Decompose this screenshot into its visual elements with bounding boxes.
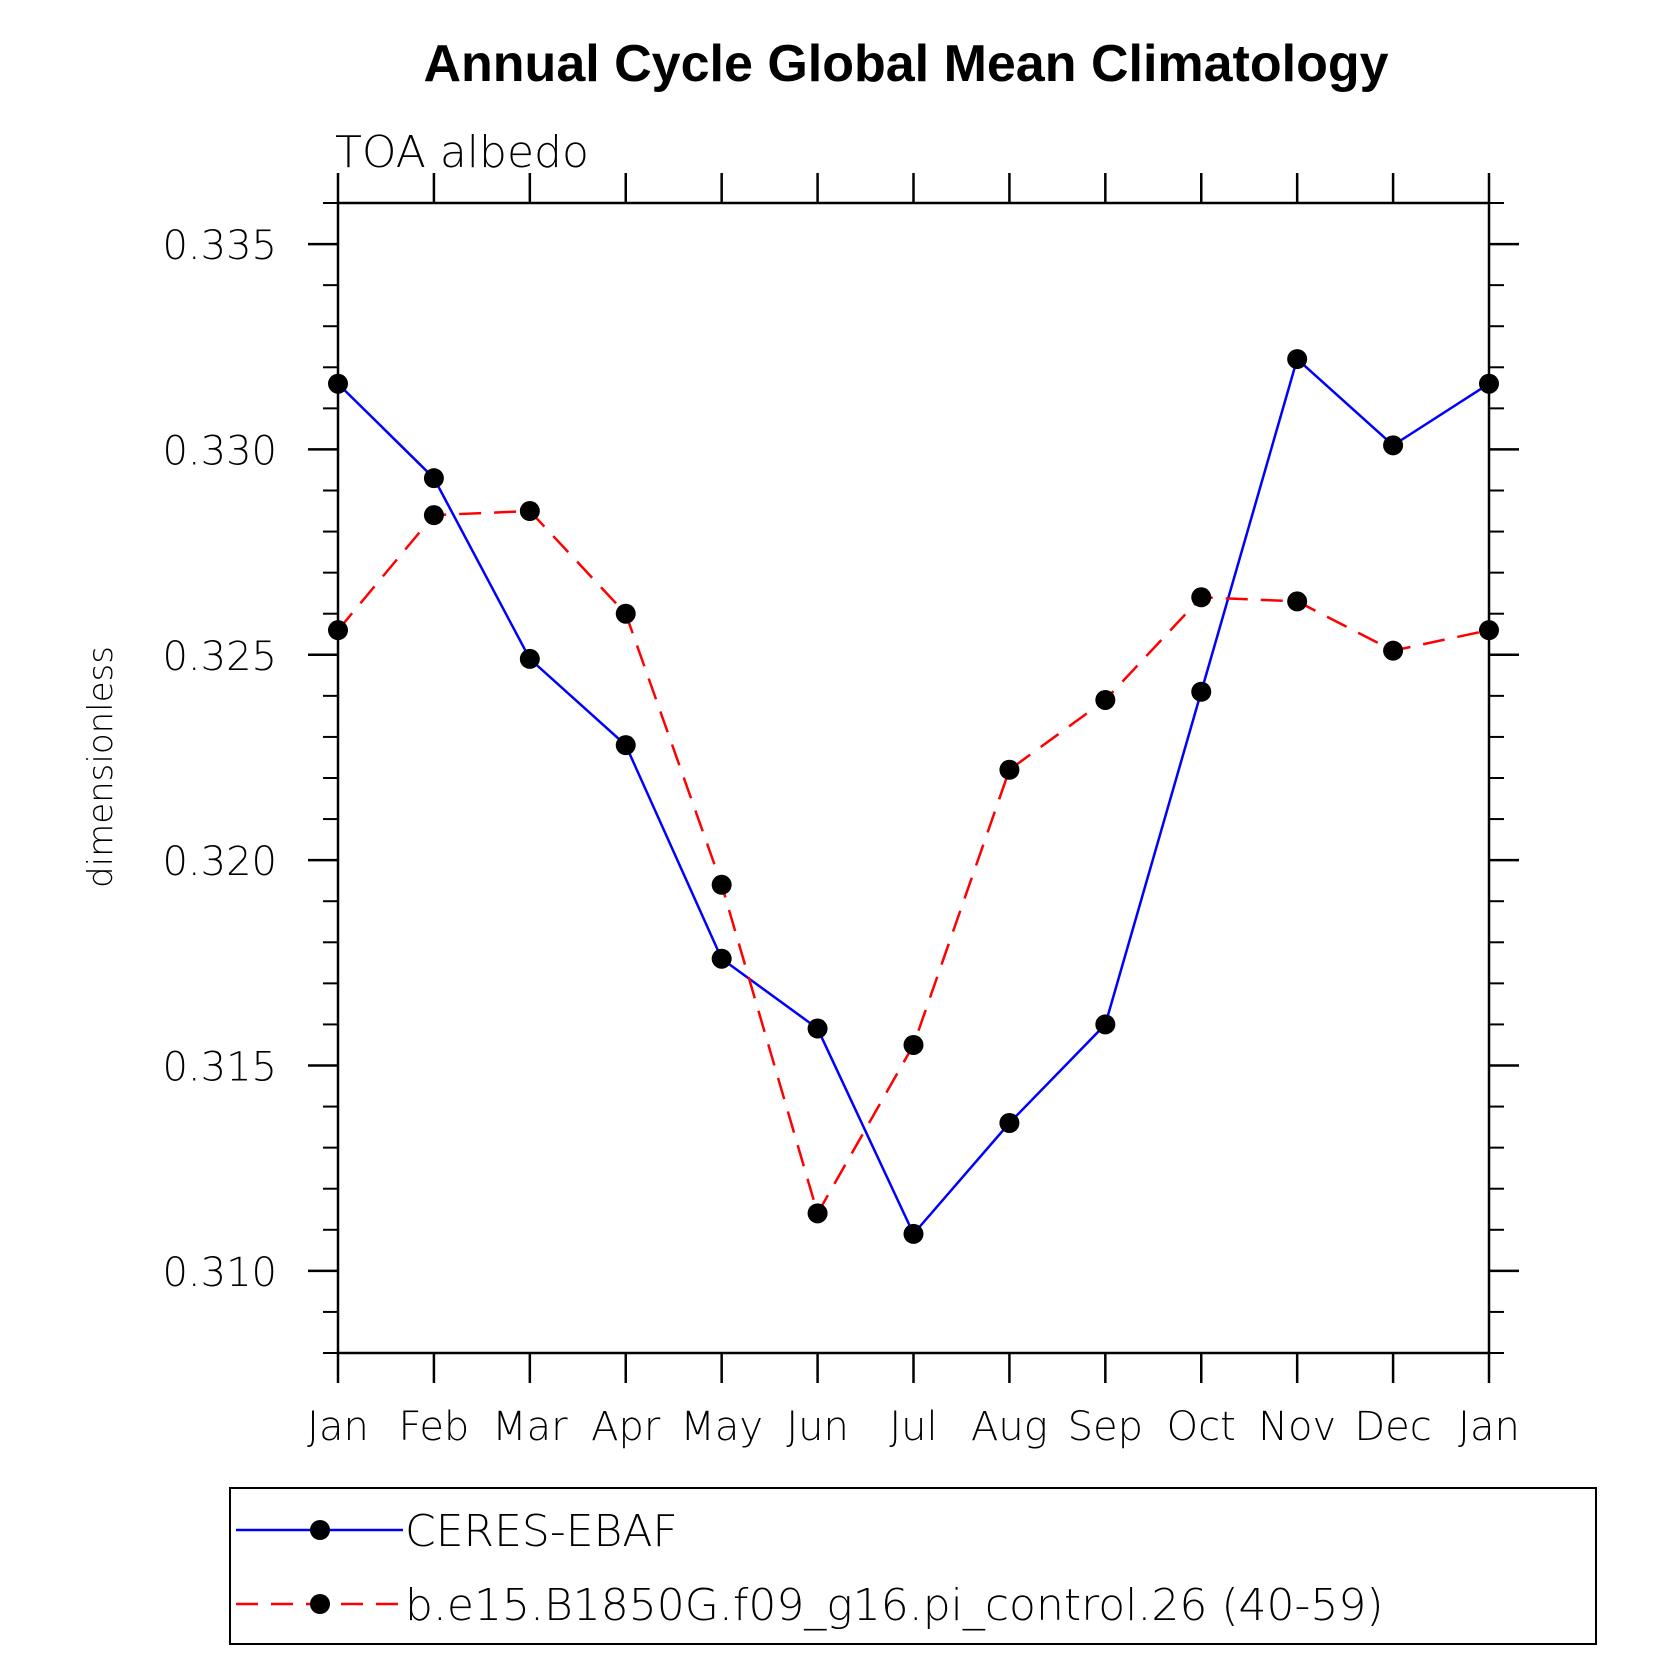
x-tick-label: Jan — [307, 1404, 369, 1450]
data-point — [328, 373, 348, 394]
data-point — [711, 874, 732, 895]
x-tick-label: Jul — [889, 1404, 937, 1450]
x-tick-label: Aug — [971, 1404, 1048, 1450]
x-tick-label: Apr — [591, 1404, 661, 1450]
x-tick-label: Nov — [1258, 1404, 1336, 1450]
y-tick-label: 0.335 — [162, 223, 277, 269]
data-point — [1095, 1014, 1116, 1035]
legend-label-model: b.e15.B1850G.f09_g16.pi_control.26 (40-5… — [405, 1580, 1384, 1631]
data-point — [1383, 640, 1404, 661]
axis-ticks: Jan Feb Mar Apr May Jun Jul Aug Sep Oct Nov Dec Jan 0… — [162, 173, 1520, 1450]
data-point — [999, 759, 1020, 780]
data-point — [328, 620, 348, 641]
y-tick-label: 0.325 — [162, 634, 277, 680]
y-tick-label: 0.315 — [162, 1045, 277, 1091]
legend: CERES-EBAF b.e15.B1850G.f09_g16.pi_contr… — [229, 1487, 1597, 1645]
data-point — [807, 1203, 828, 1224]
legend-marker-model — [310, 1594, 330, 1614]
data-point — [519, 501, 540, 522]
data-point — [999, 1113, 1020, 1133]
data-point — [903, 1034, 924, 1055]
data-point — [1095, 689, 1116, 710]
data-point — [1287, 349, 1308, 370]
x-tick-label: Dec — [1354, 1404, 1431, 1450]
data-point — [1479, 373, 1499, 394]
data-point — [423, 468, 444, 489]
legend-marker-ceres — [310, 1520, 330, 1540]
y-axis-label: dimensionless — [81, 646, 121, 888]
x-tick-label: May — [680, 1404, 763, 1450]
series-line-0 — [337, 356, 1490, 1237]
data-point — [615, 735, 636, 756]
series-line-1 — [337, 509, 1490, 1217]
chart-title: Annual Cycle Global Mean Climatology — [423, 35, 1388, 93]
x-tick-label: Feb — [399, 1404, 470, 1450]
x-tick-label: Jan — [1458, 1404, 1520, 1450]
legend-label-ceres: CERES-EBAF — [405, 1506, 678, 1557]
data-point — [1383, 435, 1404, 456]
y-tick-label: 0.330 — [162, 428, 277, 474]
x-tick-label: Jun — [786, 1404, 849, 1450]
data-point — [615, 603, 636, 624]
data-point — [423, 505, 444, 526]
series-layer — [328, 349, 1499, 1244]
legend-box — [229, 1487, 1597, 1645]
chart-subtitle: TOA albedo — [335, 127, 589, 178]
x-tick-label: Oct — [1167, 1404, 1236, 1450]
data-point — [711, 948, 732, 969]
y-tick-label: 0.320 — [162, 839, 277, 885]
x-tick-label: Mar — [492, 1404, 568, 1450]
data-point — [1287, 591, 1308, 612]
data-point — [1191, 681, 1212, 702]
data-point — [1191, 587, 1212, 608]
x-tick-label: Sep — [1068, 1404, 1143, 1450]
data-point — [1479, 620, 1499, 641]
y-tick-label: 0.310 — [162, 1250, 277, 1296]
data-point — [807, 1018, 828, 1039]
data-point — [519, 648, 540, 669]
data-point — [903, 1223, 924, 1244]
